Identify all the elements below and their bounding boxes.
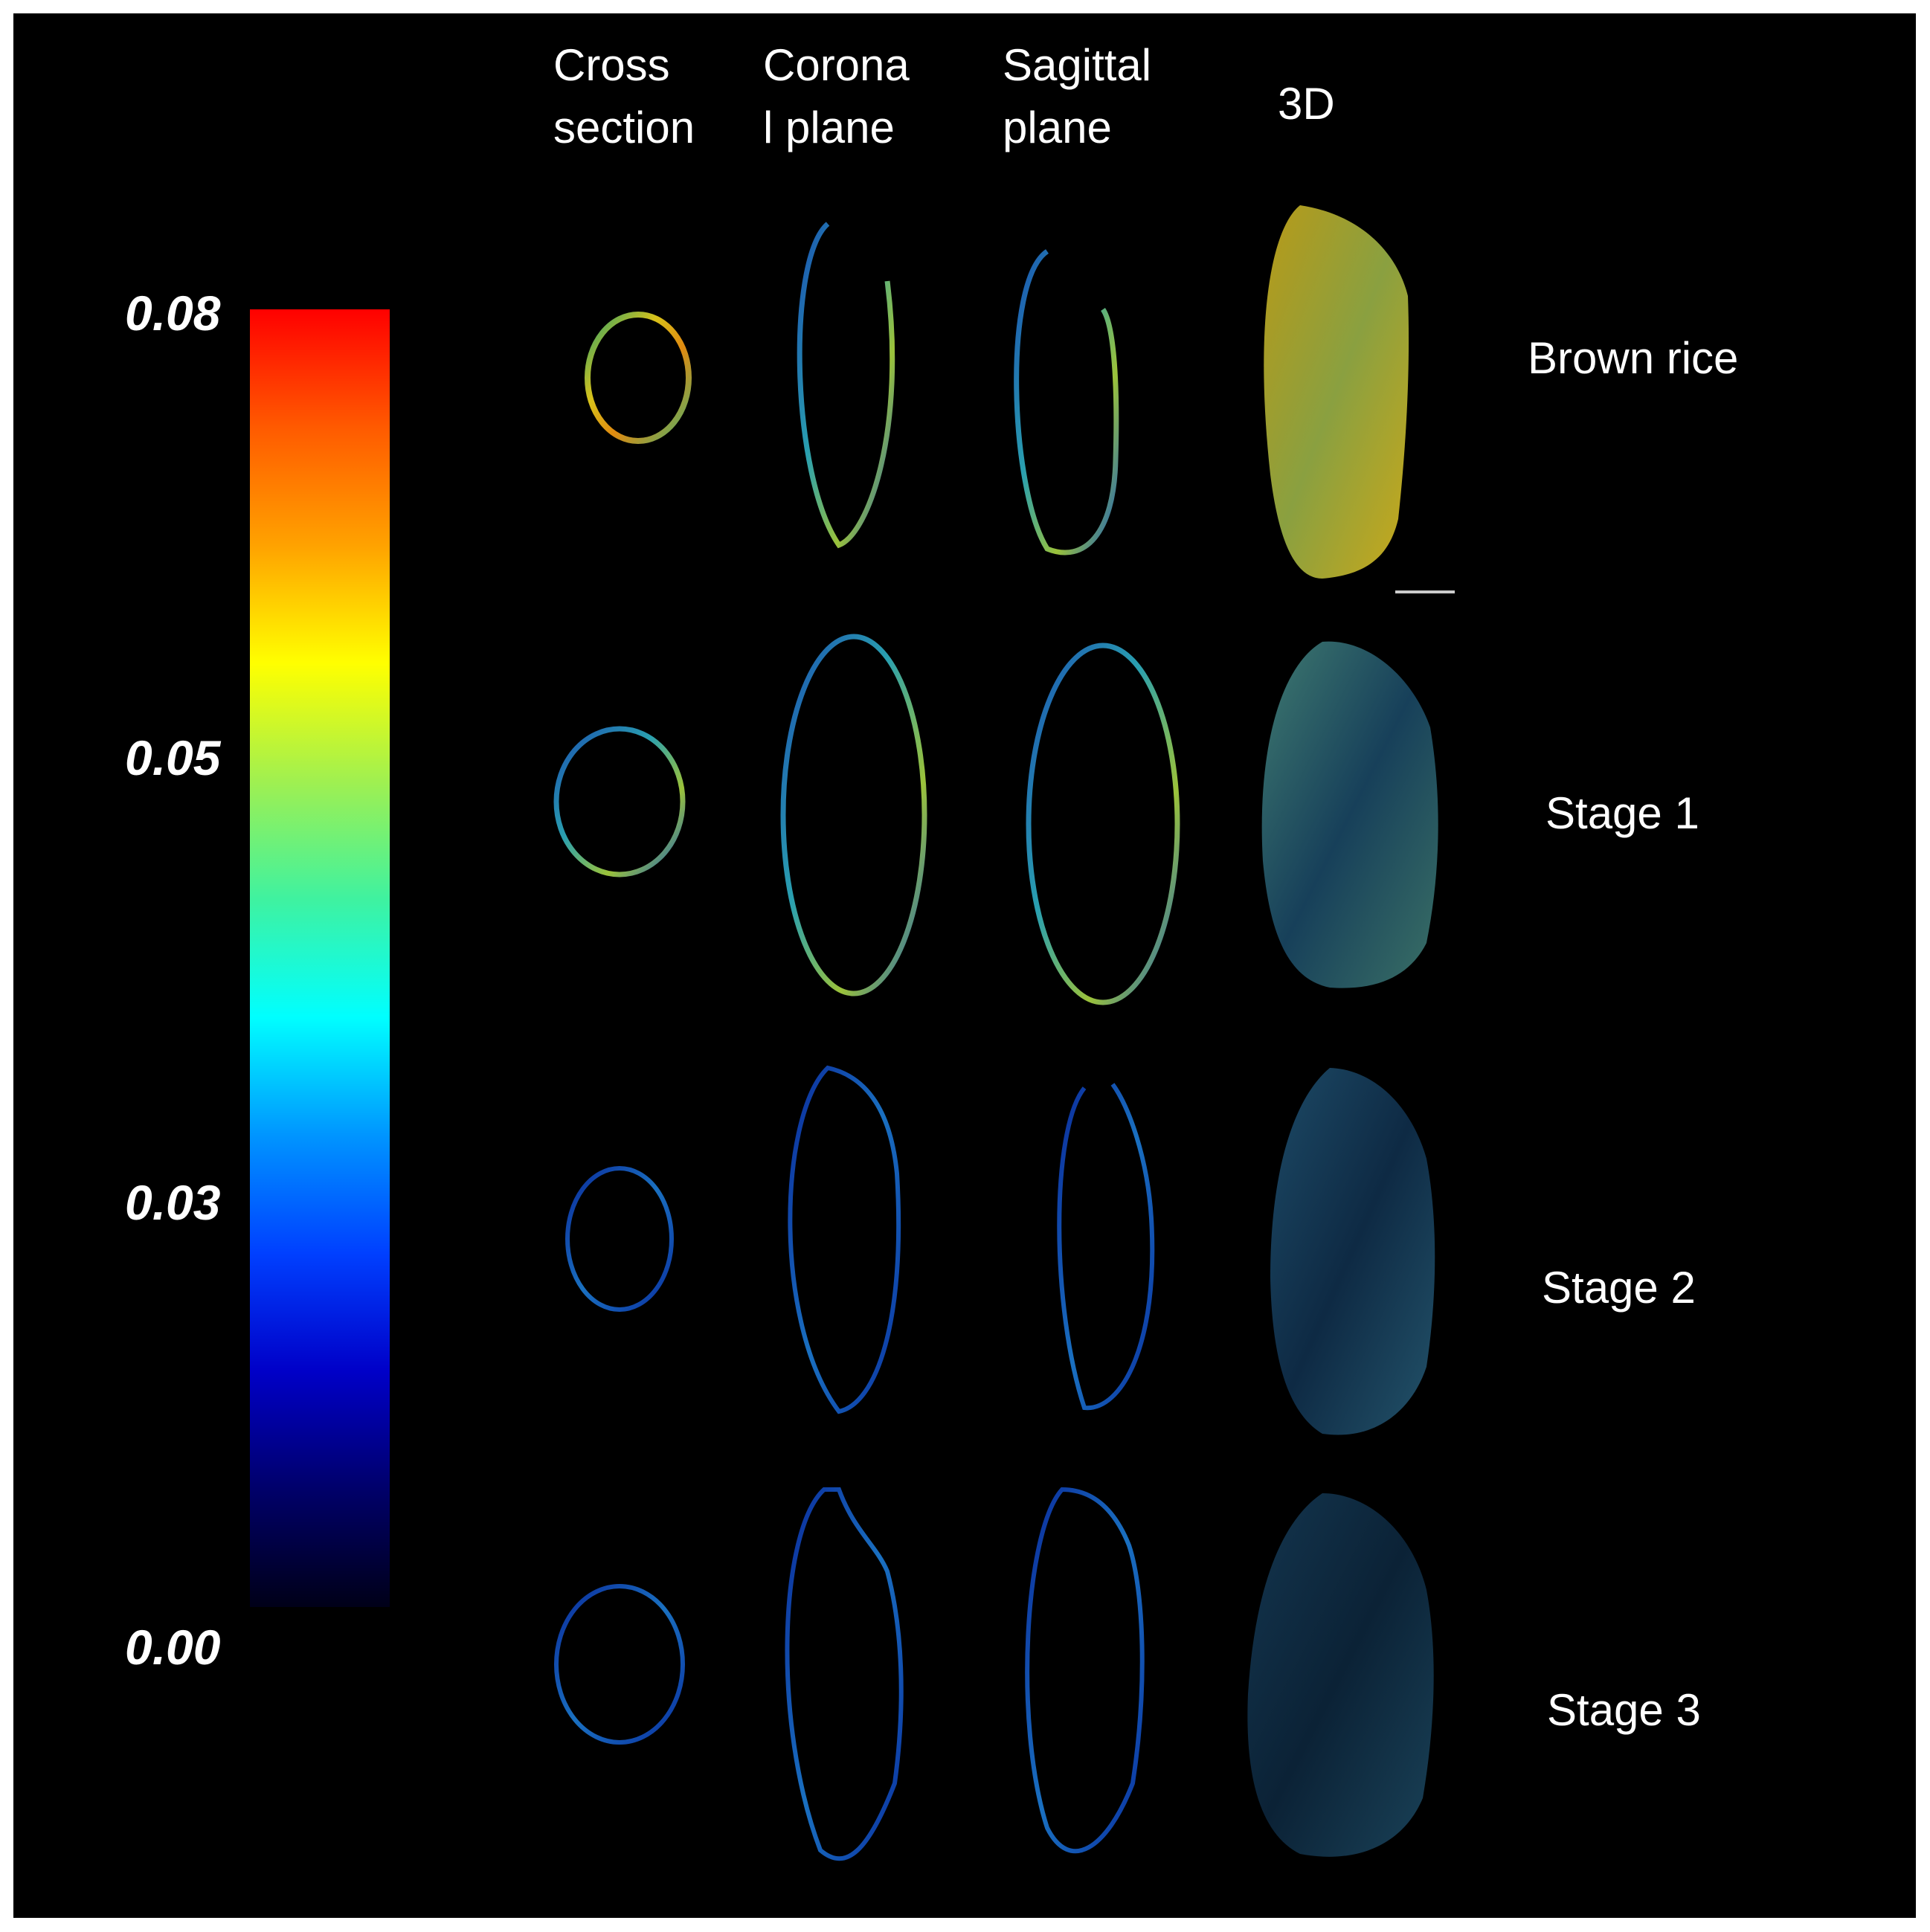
figure-artwork bbox=[250, 205, 1455, 1861]
colorbar bbox=[250, 309, 390, 1607]
row-label-stage-3: Stage 3 bbox=[1547, 1685, 1701, 1735]
row-label-stage-2: Stage 2 bbox=[1542, 1263, 1696, 1313]
figure-panel: 0.08 0.05 0.03 0.00 Cross section Corona… bbox=[13, 13, 1916, 1918]
row-stage-1-images bbox=[553, 634, 1438, 1005]
column-header-cross-section: Cross section bbox=[553, 40, 695, 152]
colorbar-tick-label: 0.00 bbox=[125, 1620, 221, 1675]
sagittal-plane-ring bbox=[1025, 1487, 1145, 1854]
coronal-plane-ring bbox=[780, 634, 927, 996]
column-header-sagittal-plane: Sagittal plane bbox=[1003, 40, 1152, 152]
cross-section-ring bbox=[554, 1584, 685, 1745]
row-brown-rice-images bbox=[585, 205, 1455, 593]
sagittal-plane-ring bbox=[1057, 1083, 1155, 1411]
row-stage-3-images bbox=[554, 1487, 1434, 1861]
row-label-stage-1: Stage 1 bbox=[1545, 788, 1699, 838]
cross-section-ring bbox=[565, 1166, 674, 1312]
cross-section-ring bbox=[585, 312, 692, 444]
row-stage-2-images bbox=[565, 1065, 1435, 1435]
column-header-coronal-plane: Corona l plane bbox=[763, 40, 910, 152]
grain-3d bbox=[1261, 641, 1438, 988]
coronal-plane-ring bbox=[797, 222, 895, 549]
cross-section-ring bbox=[553, 726, 686, 878]
grain-3d bbox=[1270, 1068, 1435, 1435]
colorbar-tick-label: 0.08 bbox=[125, 286, 221, 341]
grain-3d bbox=[1247, 1493, 1434, 1857]
scale-bar bbox=[1395, 590, 1455, 593]
row-label-brown-rice: Brown rice bbox=[1528, 333, 1739, 383]
coronal-plane-ring bbox=[788, 1065, 901, 1414]
colorbar-tick-label: 0.03 bbox=[125, 1175, 221, 1230]
column-header-3d: 3D bbox=[1278, 79, 1335, 129]
sagittal-plane-ring bbox=[1026, 643, 1180, 1005]
coronal-plane-ring bbox=[785, 1487, 904, 1861]
colorbar-tick-label: 0.05 bbox=[125, 730, 221, 785]
sagittal-plane-ring bbox=[1014, 249, 1119, 556]
grain-3d bbox=[1264, 205, 1409, 579]
